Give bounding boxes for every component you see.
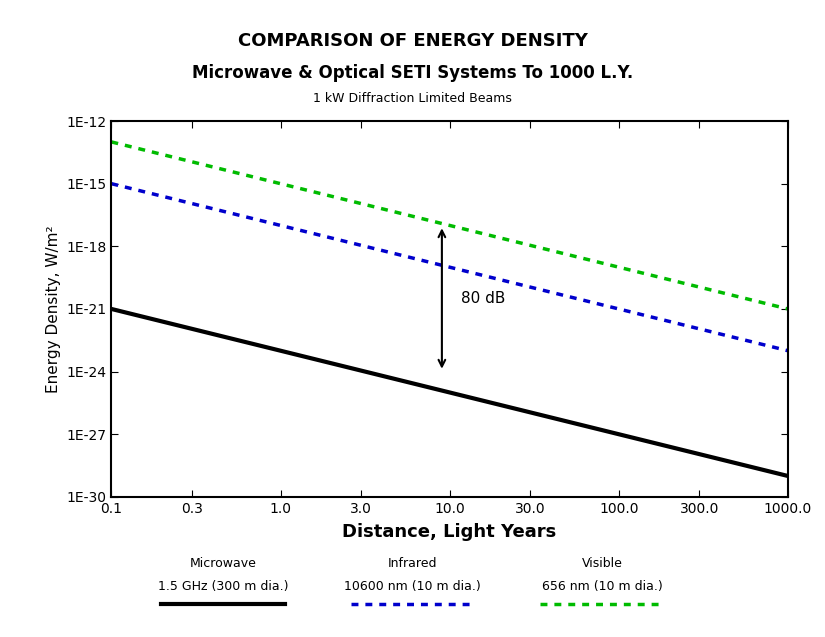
Text: 1.5 GHz (300 m dia.): 1.5 GHz (300 m dia.): [158, 580, 288, 592]
X-axis label: Distance, Light Years: Distance, Light Years: [342, 523, 557, 541]
Text: COMPARISON OF ENERGY DENSITY: COMPARISON OF ENERGY DENSITY: [238, 32, 587, 50]
Text: Microwave: Microwave: [189, 557, 257, 570]
Text: Visible: Visible: [582, 557, 623, 570]
Text: 656 nm (10 m dia.): 656 nm (10 m dia.): [542, 580, 662, 592]
Text: Microwave & Optical SETI Systems To 1000 L.Y.: Microwave & Optical SETI Systems To 1000…: [192, 64, 633, 82]
Text: Infrared: Infrared: [388, 557, 437, 570]
Y-axis label: Energy Density, W/m²: Energy Density, W/m²: [45, 225, 61, 393]
Text: 1 kW Diffraction Limited Beams: 1 kW Diffraction Limited Beams: [313, 92, 512, 105]
Text: 10600 nm (10 m dia.): 10600 nm (10 m dia.): [344, 580, 481, 592]
Text: 80 dB: 80 dB: [461, 291, 506, 306]
